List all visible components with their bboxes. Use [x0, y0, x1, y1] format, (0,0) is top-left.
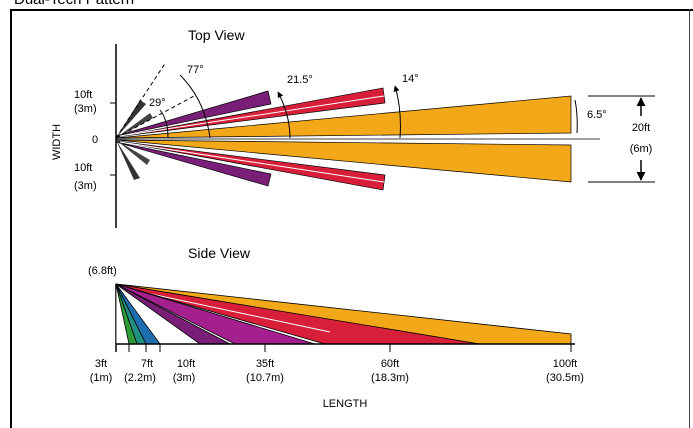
top-view-tick-zero: 0 — [92, 134, 98, 146]
top-view-red-beam-upper — [115, 87, 386, 138]
side-view-title: Side View — [188, 245, 251, 261]
top-view-axis-label: WIDTH — [51, 124, 63, 160]
side-view-tick-label-100ft: 100ft — [553, 358, 577, 370]
side-view-axis-label: LENGTH — [323, 398, 368, 410]
top-view-arc-14 — [393, 85, 401, 139]
top-view-arc-77 — [179, 74, 211, 139]
frame-top-border — [10, 9, 693, 11]
side-view-tick-label-100ft-m: (30.5m) — [546, 372, 584, 384]
frame-left-border — [10, 9, 12, 428]
top-view-angle-21: 21.5° — [287, 74, 313, 86]
side-view-tick-label-3ft-m: (1m) — [90, 372, 113, 384]
top-view-tick-top-m: (3m) — [74, 103, 97, 115]
top-view-short-beam-1 — [116, 100, 146, 138]
side-view-tick-label-10ft: 10ft — [177, 358, 195, 370]
side-view-tick-label-7ft-m: (2.2m) — [124, 372, 156, 384]
top-view-orange-beam-upper — [115, 95, 572, 139]
side-view-tick-label-7ft: 7ft — [141, 358, 153, 370]
top-view-red-beam-lower-stripe — [119, 141, 385, 183]
top-view-title: Top View — [188, 27, 245, 43]
top-view-orange-beam-lower — [115, 139, 572, 183]
header-caption: Dual-Tech Pattern — [14, 0, 134, 8]
side-view-tick-label-35ft-m: (10.7m) — [246, 372, 284, 384]
side-view-tick-label-10ft-m: (3m) — [173, 372, 196, 384]
top-view-77-dash — [115, 61, 167, 139]
side-view-tick-label-60ft-m: (18.3m) — [371, 372, 409, 384]
top-view-arc-29 — [159, 109, 169, 139]
top-view-tick-bottom-m: (3m) — [74, 180, 97, 192]
top-view-angle-29: 29° — [149, 97, 166, 109]
frame-right-border — [689, 9, 690, 428]
top-view-arc-6 — [574, 99, 578, 134]
top-view-short-beam-4 — [116, 140, 140, 180]
top-view-width-m: (6m) — [630, 143, 653, 155]
side-view-tick-label-3ft: 3ft — [95, 358, 107, 370]
top-view-red-beam-lower — [115, 140, 386, 191]
side-view-tick-label-60ft: 60ft — [381, 358, 399, 370]
top-view-short-beam-3 — [116, 140, 150, 165]
top-view-short-beam-2 — [116, 113, 153, 138]
top-view-purple-beam-upper — [115, 90, 272, 137]
top-view-29-dash — [115, 94, 197, 139]
side-view-height-label: (6.8ft) — [88, 265, 117, 277]
top-view-angle-14: 14° — [402, 73, 419, 85]
top-view-arc-21 — [277, 91, 291, 139]
top-view-purple-beam-lower — [115, 141, 272, 187]
top-view-angle-77: 77° — [187, 64, 204, 76]
side-view-tick-label-35ft: 35ft — [256, 358, 274, 370]
top-view-tick-bottom-ft: 10ft — [74, 162, 92, 174]
top-view-tick-top-ft: 10ft — [74, 89, 92, 101]
top-view-angle-6: 6.5° — [587, 109, 607, 121]
top-view-width-ft: 20ft — [632, 122, 650, 134]
top-view-red-beam-upper-stripe — [119, 95, 385, 137]
